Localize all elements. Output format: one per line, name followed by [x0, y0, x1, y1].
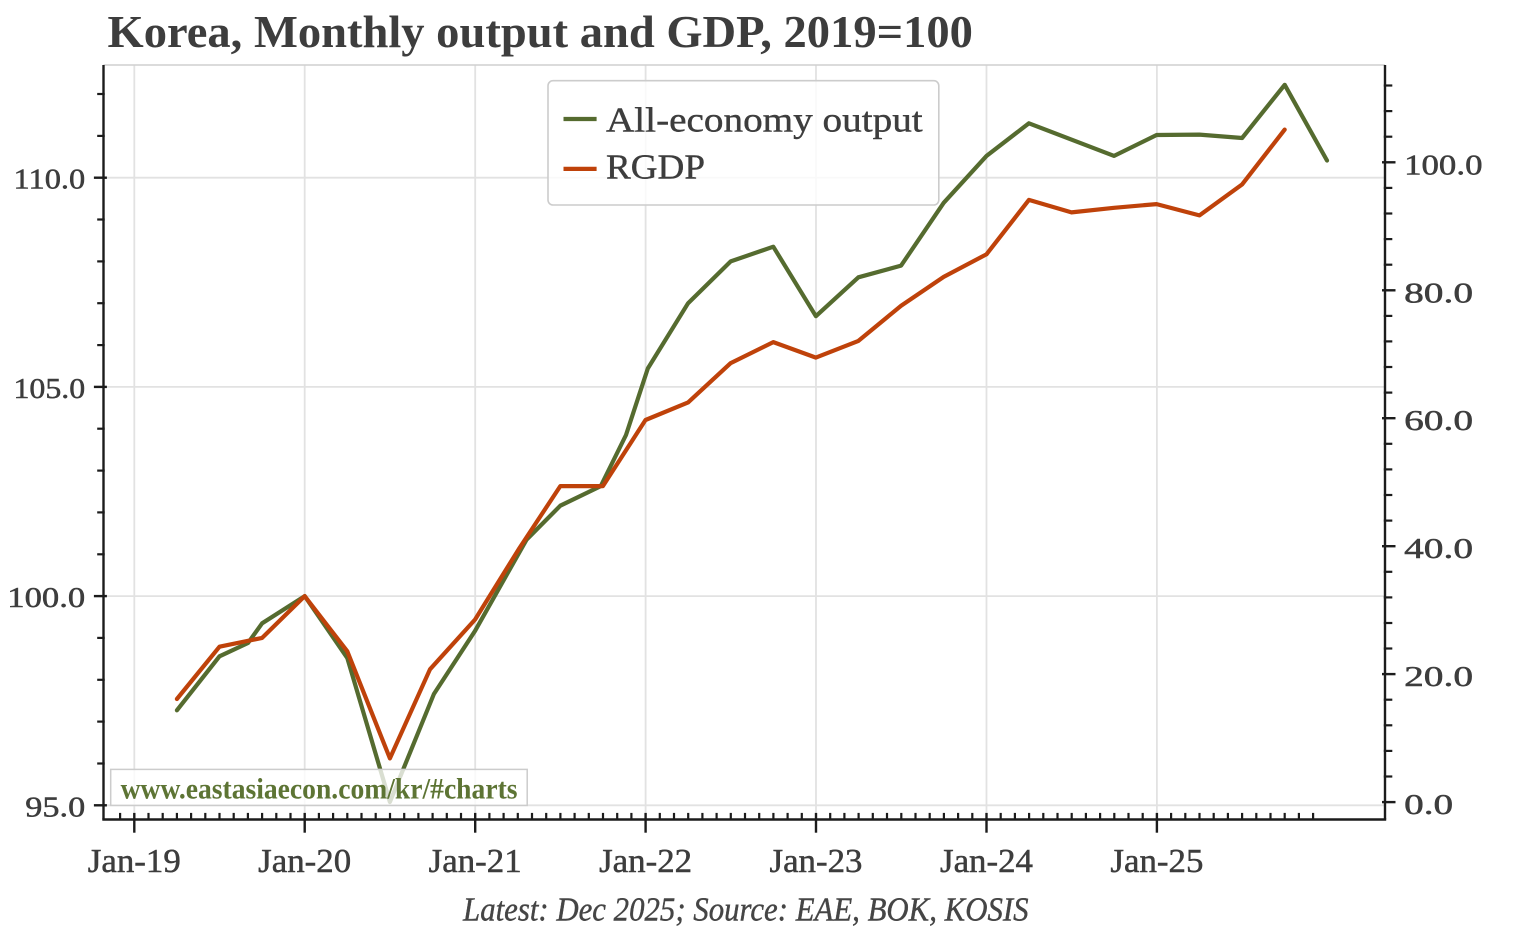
svg-text:105.0: 105.0: [14, 373, 86, 405]
svg-text:Jan-24: Jan-24: [940, 843, 1033, 880]
svg-text:0.0: 0.0: [1404, 789, 1453, 821]
svg-text:100.0: 100.0: [1404, 149, 1482, 181]
svg-text:110.0: 110.0: [14, 164, 86, 196]
svg-text:Jan-23: Jan-23: [770, 843, 863, 880]
svg-text:80.0: 80.0: [1404, 277, 1473, 309]
svg-text:20.0: 20.0: [1404, 661, 1473, 693]
svg-text:www.eastasiaecon.com/kr/#chart: www.eastasiaecon.com/kr/#charts: [121, 772, 518, 805]
svg-text:Jan-21: Jan-21: [429, 843, 522, 880]
svg-text:40.0: 40.0: [1404, 533, 1473, 565]
svg-text:Jan-20: Jan-20: [258, 843, 351, 880]
svg-text:Jan-19: Jan-19: [88, 843, 181, 880]
svg-text:RGDP: RGDP: [606, 148, 705, 187]
svg-text:95.0: 95.0: [25, 791, 85, 823]
svg-text:Jan-25: Jan-25: [1110, 843, 1203, 880]
svg-text:Korea, Monthly output and GDP,: Korea, Monthly output and GDP, 2019=100: [108, 6, 973, 57]
svg-text:100.0: 100.0: [7, 582, 85, 614]
svg-text:All-economy output: All-economy output: [606, 101, 923, 140]
svg-text:Jan-22: Jan-22: [599, 843, 692, 880]
svg-text:Latest: Dec 2025; Source: EAE,: Latest: Dec 2025; Source: EAE, BOK, KOSI…: [462, 892, 1028, 929]
svg-text:60.0: 60.0: [1404, 405, 1473, 437]
